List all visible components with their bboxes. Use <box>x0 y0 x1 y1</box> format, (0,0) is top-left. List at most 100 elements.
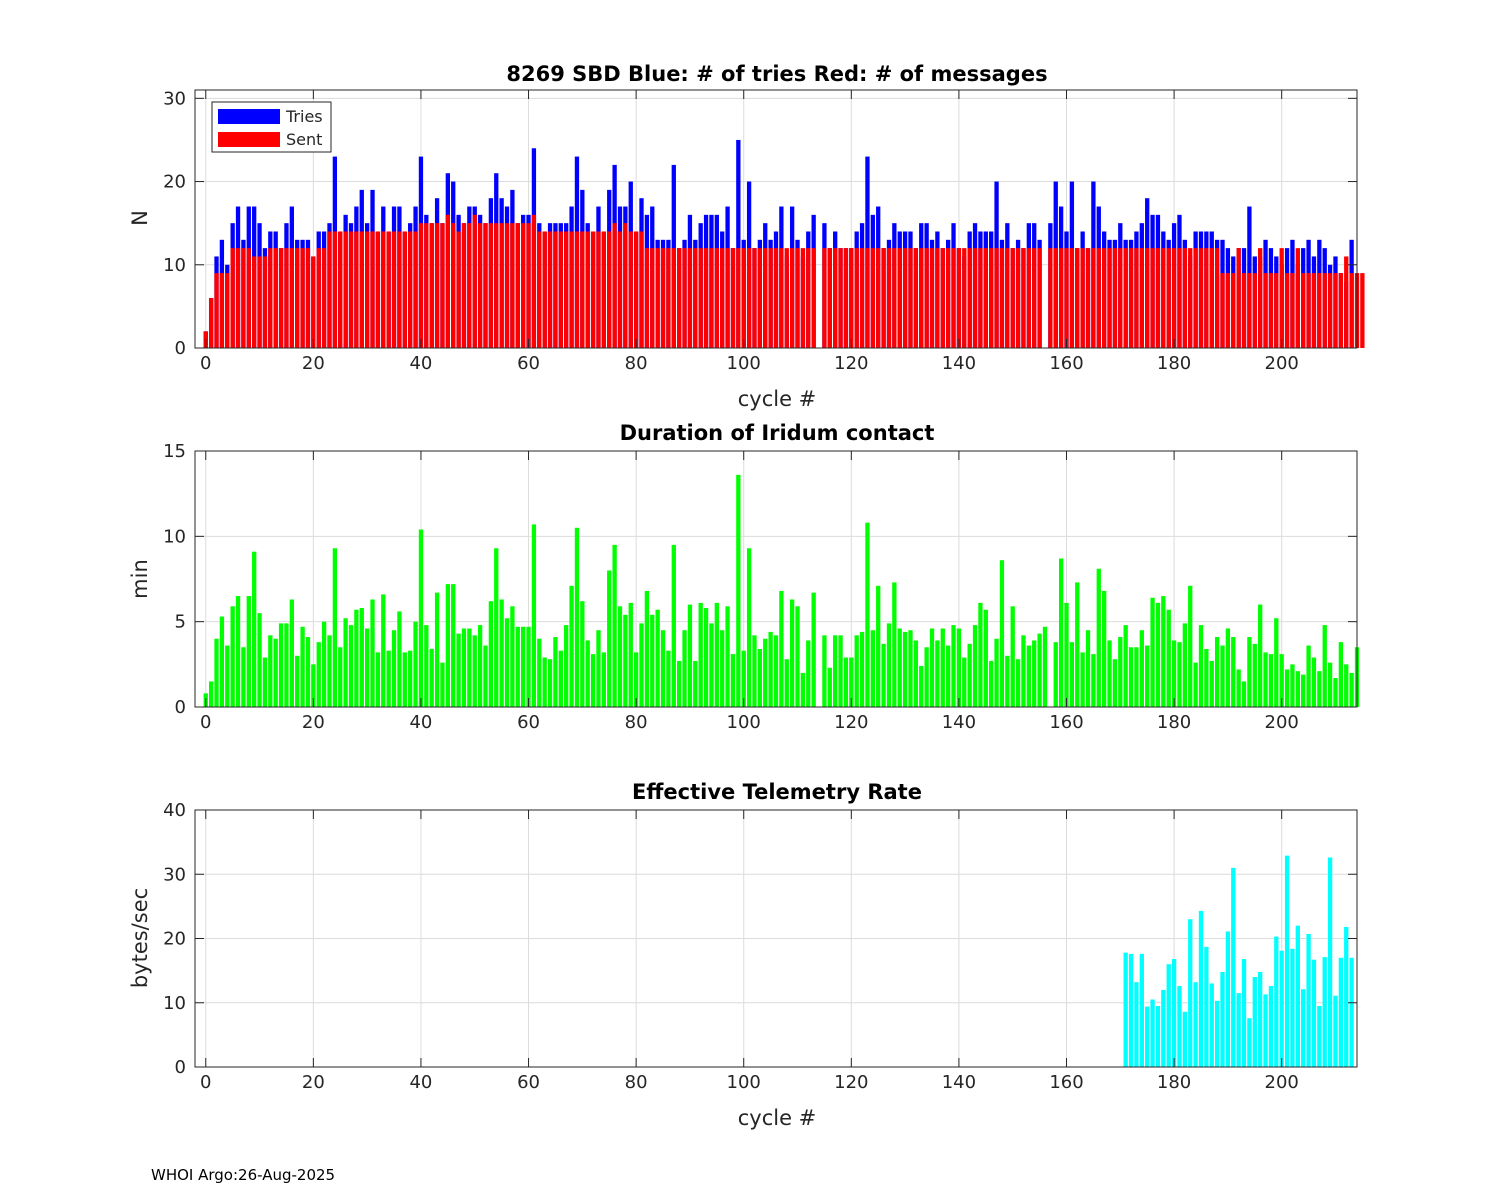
bar-duration <box>510 606 515 707</box>
bar-sent <box>1188 248 1193 348</box>
bar-rate <box>1247 1018 1252 1067</box>
bar-rate <box>1231 867 1236 1067</box>
bar-sent <box>682 248 687 348</box>
bar-duration <box>854 635 859 707</box>
x-tick-label: 0 <box>200 353 211 374</box>
bar-duration <box>677 660 682 707</box>
bar-sent <box>768 248 773 348</box>
bar-duration <box>951 625 956 707</box>
bar-sent <box>951 248 956 348</box>
bar-duration <box>892 582 897 707</box>
bar-duration <box>827 667 832 707</box>
bar-duration <box>1188 585 1193 707</box>
bar-sent <box>1295 248 1300 348</box>
bar-duration <box>246 596 251 707</box>
bar-duration <box>989 660 994 707</box>
bar-duration <box>305 637 311 707</box>
bar-sent <box>1048 248 1053 348</box>
bar-rate <box>1295 925 1300 1067</box>
x-tick-label: 0 <box>200 712 211 733</box>
bar-sent <box>1306 273 1311 348</box>
legend-label-tries: Tries <box>285 107 323 126</box>
bar-rate <box>1274 936 1279 1067</box>
chart-title: 8269 SBD Blue: # of tries Red: # of mess… <box>506 62 1047 86</box>
bar-sent <box>300 248 305 348</box>
bar-sent <box>1080 248 1085 348</box>
bar-sent <box>929 248 935 348</box>
bar-sent <box>1301 273 1306 348</box>
bar-sent <box>547 231 553 348</box>
bar-sent <box>262 256 268 348</box>
bar-sent <box>537 231 542 348</box>
bar-sent <box>784 248 789 348</box>
bar-sent <box>1015 248 1021 348</box>
bar-duration <box>1193 662 1198 707</box>
bar-duration <box>564 625 569 707</box>
bar-sent <box>273 248 278 348</box>
x-tick-label: 140 <box>942 712 976 733</box>
bar-sent <box>1241 273 1247 348</box>
axes-box <box>194 450 1358 708</box>
bar-duration <box>440 662 445 707</box>
bar-rate <box>1177 986 1182 1067</box>
bar-duration <box>1166 609 1171 707</box>
bar-sent <box>359 231 364 348</box>
bar-sent <box>972 248 978 348</box>
x-tick-label: 60 <box>517 712 540 733</box>
bar-duration <box>913 640 919 707</box>
bar-duration <box>720 630 725 707</box>
bar-sent <box>456 231 461 348</box>
bar-sent <box>633 231 639 348</box>
bar-duration <box>1139 630 1144 707</box>
bar-sent <box>859 248 865 348</box>
bar-rate <box>1311 959 1317 1067</box>
bar-sent <box>1161 248 1166 348</box>
bar-duration <box>386 650 391 707</box>
bar-sent <box>397 231 402 348</box>
x-tick-label: 60 <box>517 353 540 374</box>
bar-duration <box>763 638 768 707</box>
bar-duration <box>644 590 650 707</box>
bar-duration <box>725 606 730 707</box>
bar-duration <box>252 551 257 707</box>
bar-sent <box>1322 273 1327 348</box>
bar-sent <box>773 248 779 348</box>
bar-sent <box>919 248 924 348</box>
bar-sent <box>354 231 359 348</box>
bar-rate <box>1209 983 1214 1067</box>
bar-duration <box>789 599 795 707</box>
bar-rate <box>1155 1005 1161 1067</box>
bar-sent <box>402 231 407 348</box>
bar-sent <box>886 248 892 348</box>
bar-sent <box>208 298 214 348</box>
bar-duration <box>1112 659 1118 707</box>
bar-duration <box>698 602 703 707</box>
bar-sent <box>1344 256 1349 348</box>
bar-sent <box>1037 248 1042 348</box>
bar-duration <box>456 633 461 707</box>
bar-duration <box>714 602 719 707</box>
bar-duration <box>477 625 483 707</box>
bar-sent <box>908 248 913 348</box>
chart-telemetry-rate: Effective Telemetry Rate 0 20 40 60 80 100 120… <box>128 780 1358 1130</box>
bar-duration <box>967 643 972 707</box>
bar-sent <box>1091 248 1096 348</box>
bar-sent <box>451 223 456 348</box>
bar-sent <box>1064 248 1069 348</box>
bar-duration <box>321 621 327 707</box>
bar-duration <box>1118 637 1123 707</box>
bar-duration <box>859 631 865 707</box>
x-tick-label: 200 <box>1265 353 1299 374</box>
bar-duration <box>978 602 983 707</box>
bar-duration <box>703 608 709 707</box>
bar-sent <box>1005 248 1010 348</box>
bar-duration <box>639 623 644 707</box>
y-tick-label: 10 <box>163 526 186 547</box>
bar-sent <box>494 223 499 348</box>
bar-duration <box>687 604 693 707</box>
bar-sent <box>499 223 504 348</box>
legend-swatch-tries <box>218 109 280 124</box>
bar-sent <box>467 223 472 348</box>
bar-rate <box>1268 986 1274 1067</box>
bar-duration <box>1161 596 1166 707</box>
